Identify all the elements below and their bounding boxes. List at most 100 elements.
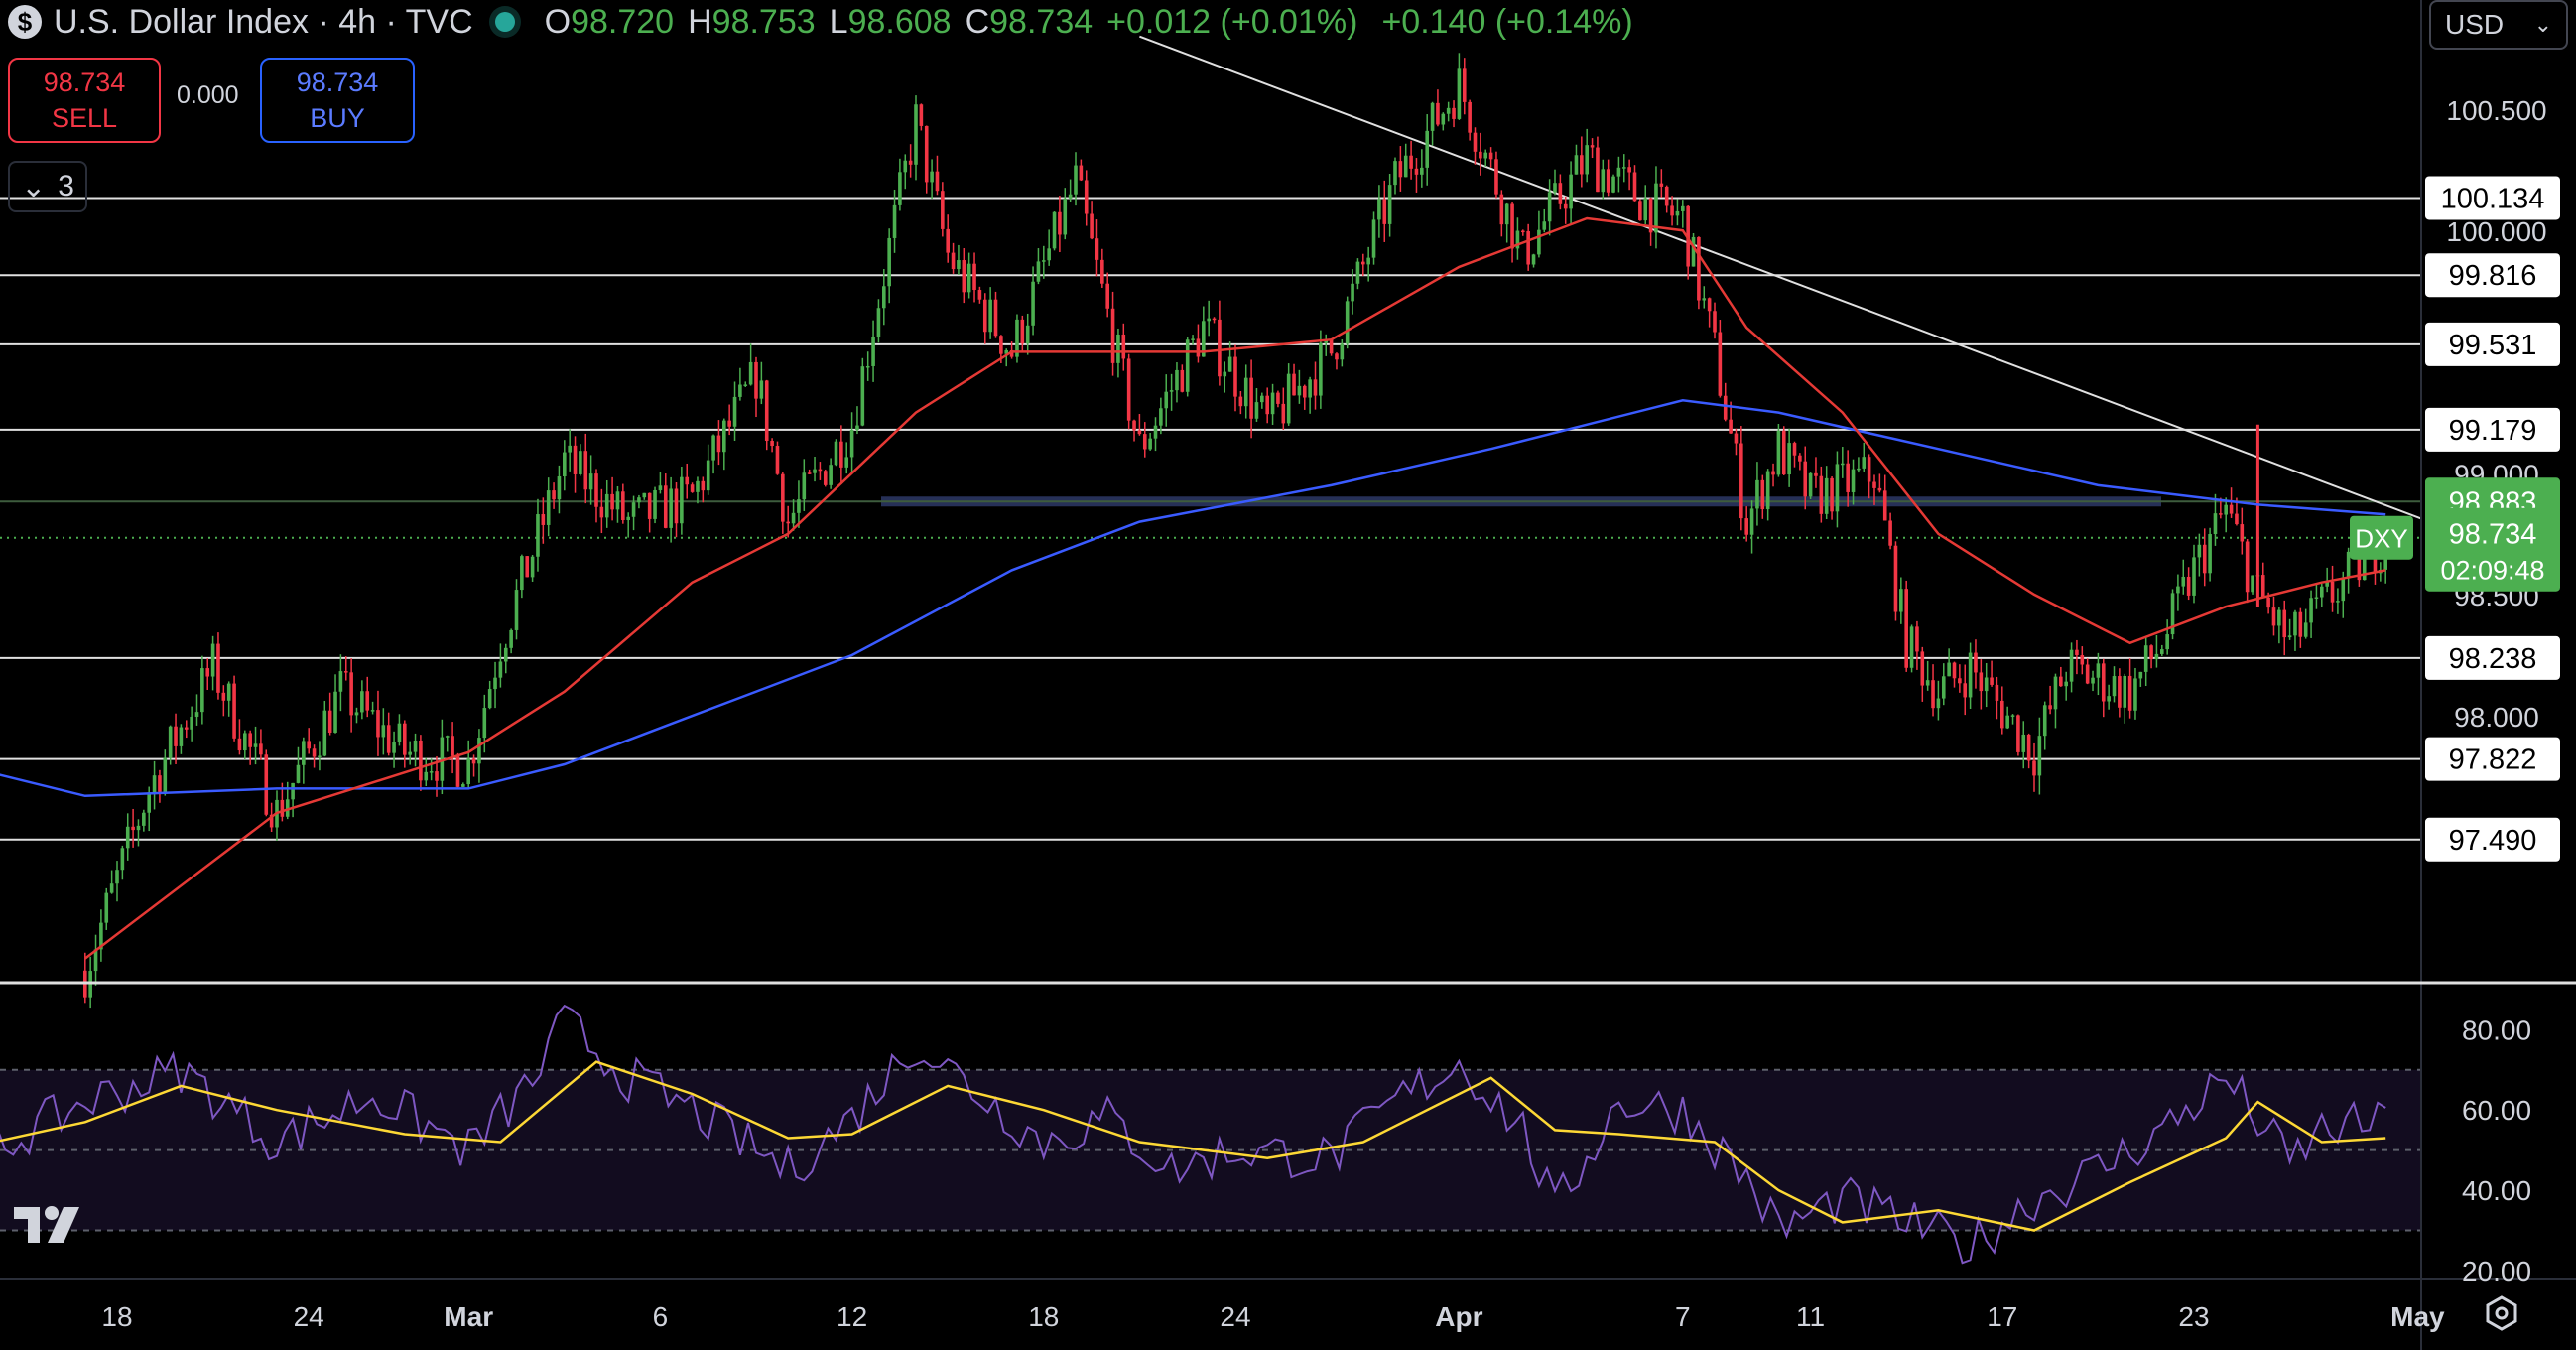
candle-body: [338, 671, 343, 692]
candle-body: [1100, 259, 1104, 284]
candle-body: [403, 723, 407, 755]
candle-body: [1319, 342, 1323, 396]
candle-body: [573, 445, 578, 474]
candle-body: [1457, 68, 1462, 119]
tradingview-logo-icon[interactable]: [14, 1203, 93, 1247]
candle-body: [1414, 168, 1419, 175]
candle-body: [1510, 203, 1514, 249]
candle-body: [2235, 513, 2239, 525]
candle-body: [1265, 395, 1269, 415]
candle-body: [1526, 230, 1530, 265]
candle-body: [307, 741, 311, 749]
candle-body: [1654, 183, 1658, 233]
candle-body: [280, 799, 285, 817]
candle-body: [2192, 557, 2196, 596]
candle-body: [2229, 504, 2234, 514]
candle-body: [2154, 653, 2159, 660]
gear-icon[interactable]: [2483, 1294, 2520, 1332]
candle-body: [2293, 611, 2297, 636]
candle-body: [1882, 490, 1887, 521]
candle-body: [2021, 734, 2026, 752]
candle-body: [1366, 257, 1370, 265]
high-value: 98.753: [711, 2, 816, 41]
candle-body: [2053, 676, 2058, 710]
candle-body: [1436, 102, 1440, 125]
close-label: C: [965, 2, 990, 41]
candle-body: [898, 172, 902, 205]
candle-body: [743, 384, 748, 386]
currency-select[interactable]: USD ⌄: [2429, 0, 2568, 50]
candle-body: [2320, 586, 2324, 598]
candle-body: [1862, 457, 1867, 469]
candle-body: [1707, 298, 1712, 312]
candle-body: [93, 949, 98, 972]
candle-body: [1648, 198, 1653, 233]
candle-body: [1995, 684, 1999, 701]
level-price-tag: [2425, 176, 2560, 220]
candle-body: [136, 825, 141, 831]
candle-body: [1335, 353, 1339, 360]
candle-body: [1142, 434, 1147, 450]
candle-body: [1867, 457, 1871, 482]
sell-button[interactable]: 98.734 SELL: [8, 58, 161, 143]
buy-button[interactable]: 98.734 BUY: [260, 58, 415, 143]
candle-body: [2080, 655, 2085, 665]
candle-body: [1207, 318, 1211, 322]
candle-body: [302, 741, 306, 765]
candle-body: [174, 726, 178, 746]
candle-body: [1899, 589, 1903, 612]
price-tick-label: 100.500: [2446, 95, 2546, 126]
ema-slow-line: [0, 399, 2386, 798]
candle-body: [791, 512, 796, 524]
candle-body: [1760, 479, 1765, 510]
candle-body: [951, 252, 956, 270]
candle-body: [461, 784, 465, 787]
symbol-title[interactable]: U.S. Dollar Index · 4h · TVC: [54, 2, 473, 41]
candle-body: [1601, 169, 1606, 193]
candle-body: [1851, 469, 1856, 492]
candle-body: [1270, 392, 1275, 415]
candle-body: [1729, 419, 1733, 434]
candle-body: [455, 755, 460, 787]
candle-body: [1243, 377, 1248, 407]
buy-label: BUY: [310, 103, 365, 133]
candle-body: [125, 826, 130, 849]
candle-body: [1643, 198, 1648, 221]
candle-body: [2245, 541, 2250, 593]
candle-body: [2277, 609, 2281, 626]
candle-body: [1925, 680, 1930, 686]
candle-body: [1920, 651, 1925, 686]
candle-body: [1606, 169, 1610, 193]
candle-body: [1202, 321, 1206, 357]
level-price-label: 97.490: [2449, 825, 2537, 857]
change-value-2: +0.140 (+0.14%): [1381, 2, 1633, 41]
candle-body: [1547, 192, 1552, 222]
candle-body: [1819, 475, 1824, 514]
time-tick-label: 24: [1220, 1301, 1250, 1332]
candle-body: [2303, 622, 2308, 637]
candle-body: [1857, 468, 1861, 471]
candle-body: [1958, 678, 1962, 684]
candle-body: [1137, 430, 1142, 435]
candle-body: [701, 480, 706, 491]
candle-body: [2127, 675, 2132, 711]
candle-body: [2314, 597, 2319, 600]
candle-body: [1931, 680, 1935, 709]
candle-body: [1175, 369, 1179, 391]
candle-body: [1979, 672, 1984, 692]
symbol-header[interactable]: $ U.S. Dollar Index · 4h · TVC O 98.720 …: [8, 0, 1657, 44]
time-tick-label: 11: [1796, 1301, 1825, 1332]
candle-body: [732, 396, 737, 427]
candle-body: [690, 484, 695, 492]
candle-body: [2085, 664, 2090, 684]
candle-body: [1084, 180, 1089, 214]
candle-body: [972, 263, 976, 291]
candle-body: [2059, 676, 2063, 687]
time-tick-label: 12: [837, 1301, 867, 1332]
indicators-toggle-button[interactable]: ⌄ 3: [8, 161, 87, 212]
candle-body: [1558, 183, 1563, 204]
candle-body: [2032, 760, 2036, 776]
candle-body: [190, 716, 193, 730]
candle-body: [1499, 194, 1504, 225]
